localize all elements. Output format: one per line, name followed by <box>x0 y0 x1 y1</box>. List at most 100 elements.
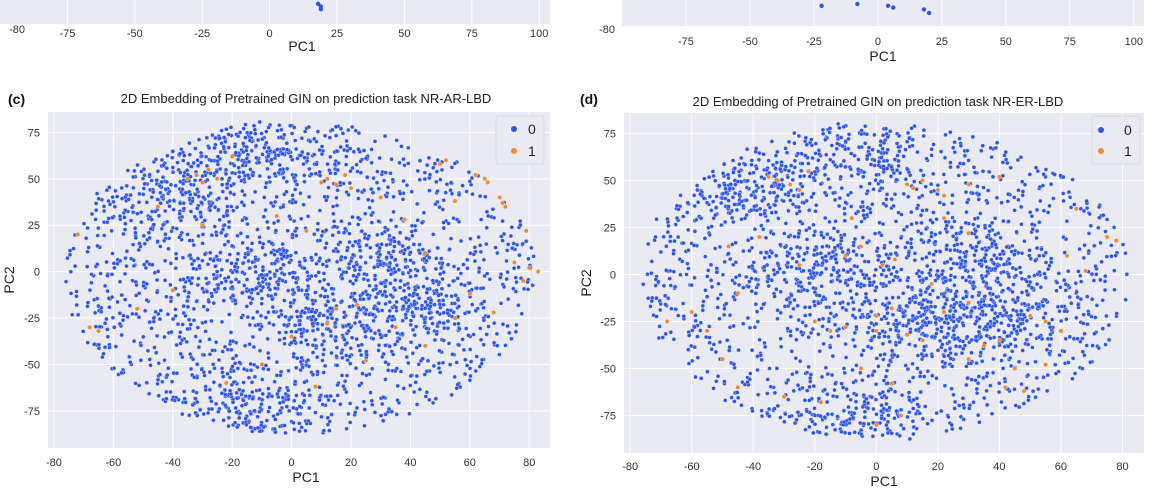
data-point-class-0 <box>352 297 357 302</box>
data-point-class-0 <box>886 321 891 326</box>
data-point-class-0 <box>317 397 322 403</box>
data-point-class-0 <box>136 383 142 388</box>
data-point-class-0 <box>949 422 954 428</box>
data-point-class-0 <box>893 274 898 279</box>
data-point-class-0 <box>264 129 269 134</box>
data-point-class-0 <box>105 327 110 332</box>
data-point-class-0 <box>779 177 785 182</box>
data-point-class-0 <box>317 208 322 213</box>
data-point-class-0 <box>1016 188 1021 193</box>
data-point-class-0 <box>976 374 981 379</box>
data-point-class-0 <box>63 279 69 284</box>
data-point-class-0 <box>811 270 816 276</box>
data-point-class-0 <box>328 171 333 176</box>
data-point-class-0 <box>235 396 240 401</box>
data-point-class-0 <box>246 159 252 164</box>
data-point-class-0 <box>221 135 227 140</box>
data-point-class-0 <box>807 384 812 390</box>
data-point-class-0 <box>313 252 319 257</box>
data-point-class-0 <box>195 325 200 330</box>
data-point-class-0 <box>298 367 303 373</box>
data-point-class-0 <box>435 157 440 163</box>
data-point-class-0 <box>850 367 855 373</box>
data-point-class-0 <box>941 172 946 177</box>
data-point-class-0 <box>976 329 982 334</box>
data-point-class-0 <box>219 319 225 325</box>
data-point-class-0 <box>285 388 291 393</box>
data-point-class-0 <box>394 412 399 417</box>
data-point-class-0 <box>301 202 306 207</box>
data-point-class-0 <box>937 338 943 344</box>
data-point-class-0 <box>293 379 298 384</box>
data-point-class-0 <box>198 214 204 220</box>
data-point-class-1 <box>318 180 324 185</box>
data-point-class-0 <box>385 318 390 324</box>
data-point-class-0 <box>321 339 327 344</box>
data-point-class-0 <box>942 155 948 160</box>
y-tick-label: -75 <box>24 406 40 418</box>
data-point-class-0 <box>744 274 749 280</box>
data-point-class-0 <box>205 410 211 416</box>
data-point-class-0 <box>1064 317 1069 322</box>
data-point-class-0 <box>287 214 292 219</box>
data-point-class-0 <box>1123 251 1128 256</box>
data-point-class-0 <box>897 149 902 154</box>
data-point-class-0 <box>94 191 100 196</box>
data-point-class-0 <box>259 296 265 301</box>
data-point-class-0 <box>338 402 343 407</box>
data-point-class-0 <box>1030 227 1035 232</box>
data-point-class-0 <box>915 149 920 155</box>
data-point-class-0 <box>828 235 833 241</box>
data-point-class-0 <box>1010 289 1015 295</box>
data-point-class-0 <box>151 222 156 227</box>
data-point-class-0 <box>264 140 269 145</box>
data-point-class-0 <box>189 164 194 169</box>
data-point-class-0 <box>681 314 686 319</box>
data-point-class-0 <box>164 179 169 185</box>
data-point-class-0 <box>796 254 802 259</box>
data-point-class-0 <box>960 275 965 280</box>
data-point-class-0 <box>846 248 851 253</box>
data-point-class-0 <box>875 246 880 251</box>
data-point-class-0 <box>385 185 391 190</box>
data-point-class-0 <box>929 354 935 359</box>
data-point-class-0 <box>676 313 681 318</box>
data-point-class-0 <box>844 307 849 313</box>
data-point-class-0 <box>464 326 469 331</box>
data-point-class-0 <box>785 253 790 259</box>
data-point-class-0 <box>213 276 219 281</box>
data-point-class-0 <box>310 328 316 333</box>
data-point-class-0 <box>833 256 838 262</box>
data-point-class-0 <box>1090 343 1095 348</box>
data-point-class-0 <box>783 221 789 226</box>
data-point-class-0 <box>105 288 110 294</box>
data-point-class-0 <box>983 324 988 329</box>
legend: 0 1 <box>495 115 545 165</box>
data-point-class-0 <box>203 154 209 159</box>
data-point-class-0 <box>255 414 260 419</box>
data-point-class-0 <box>403 257 408 262</box>
data-point-class-0 <box>226 145 231 150</box>
data-point-class-0 <box>241 126 246 131</box>
data-point-class-0 <box>1016 359 1022 364</box>
data-point-class-0 <box>970 294 975 299</box>
data-point-class-0 <box>798 359 803 364</box>
data-point-class-0 <box>257 327 263 332</box>
data-point-class-0 <box>877 253 882 259</box>
data-point-class-0 <box>895 153 900 158</box>
data-point-class-0 <box>310 321 315 326</box>
data-point-class-0 <box>731 362 737 367</box>
data-point-class-0 <box>1034 228 1040 234</box>
data-point-class-0 <box>953 344 959 349</box>
data-point-class-0 <box>816 158 821 163</box>
data-point-class-0 <box>207 387 212 392</box>
data-point-class-0 <box>981 185 986 190</box>
data-point-class-0 <box>869 395 874 400</box>
data-point-class-0 <box>188 182 194 187</box>
data-point-class-0 <box>1038 198 1043 204</box>
data-point-class-0 <box>1061 191 1066 196</box>
data-point-class-0 <box>226 219 232 225</box>
data-point-class-0 <box>243 393 248 399</box>
data-point-class-0 <box>1033 258 1038 263</box>
data-point-class-0 <box>988 336 993 341</box>
